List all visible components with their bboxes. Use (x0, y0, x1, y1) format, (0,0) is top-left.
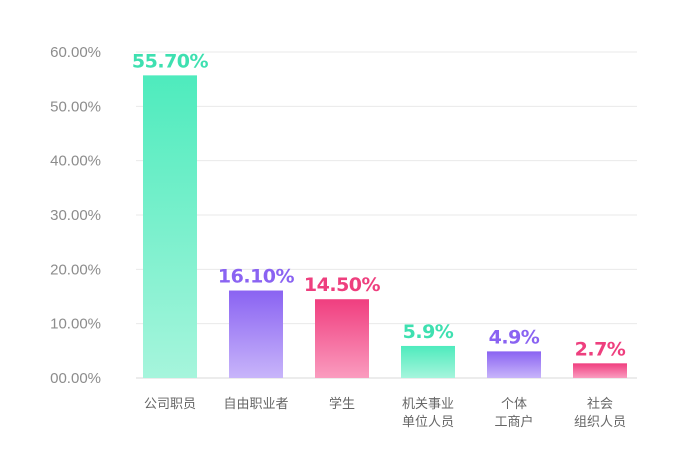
category-labels: 公司职员 自由职业者 学生 机关事业单位人员 个体工商户 社会组织人员 (144, 396, 626, 430)
y-tick-label: 20.00% (50, 261, 101, 278)
data-label: 55.70% (132, 50, 209, 72)
y-tick-label: 10.00% (50, 316, 101, 333)
y-tick-label: 50.00% (50, 98, 101, 115)
category-label: 机关事业单位人员 (402, 397, 454, 430)
grid-lines (136, 51, 637, 379)
data-label: 5.9% (403, 321, 454, 343)
data-labels: 55.70% 16.10% 14.50% 5.9% 4.9% 2.7% (132, 50, 626, 360)
data-label: 2.7% (575, 338, 626, 360)
y-axis-tick-labels: 00.00% 10.00% 20.00% 30.00% 40.00% 50.00% 60.0… (50, 44, 101, 387)
bars (143, 75, 627, 378)
category-label: 社会组织人员 (574, 396, 626, 430)
category-label: 学生 (329, 396, 355, 412)
y-tick-label: 30.00% (50, 207, 101, 224)
data-label: 16.10% (218, 266, 295, 288)
bar (573, 363, 627, 378)
category-label: 公司职员 (144, 397, 196, 412)
y-tick-label: 60.00% (50, 44, 101, 61)
category-label: 个体工商户 (494, 397, 533, 430)
bar (487, 351, 541, 378)
bar (143, 75, 197, 378)
bar (401, 345, 455, 378)
data-label: 4.9% (489, 326, 540, 348)
y-tick-label: 40.00% (50, 153, 101, 170)
category-label: 自由职业者 (223, 397, 288, 412)
data-label: 14.50% (304, 274, 381, 296)
bar (315, 299, 369, 378)
bar (229, 290, 283, 378)
y-tick-label: 00.00% (50, 370, 101, 387)
